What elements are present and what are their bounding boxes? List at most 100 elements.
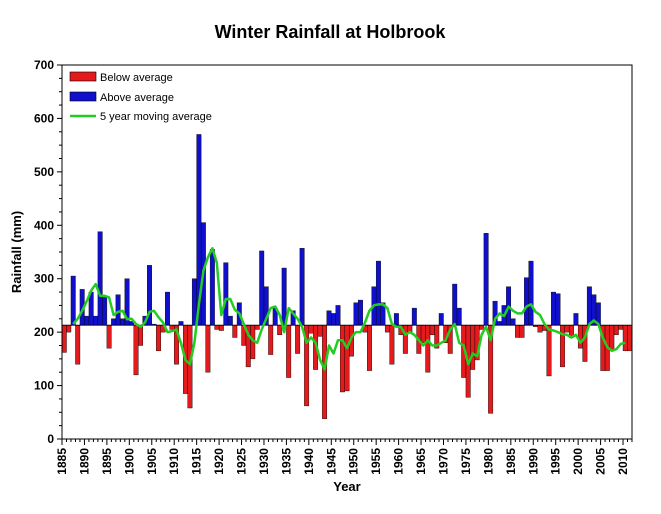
- bar-below-average: [340, 324, 345, 393]
- bar-below-average: [232, 324, 238, 338]
- bar-below-average: [470, 324, 476, 370]
- x-tick-label: 1980: [481, 448, 495, 475]
- bar-above-average: [528, 260, 534, 326]
- bar-above-average: [111, 318, 117, 326]
- x-tick-label: 2005: [594, 448, 608, 475]
- x-tick-label: 1965: [414, 448, 428, 475]
- chart-title: Winter Rainfall at Holbrook: [215, 22, 447, 42]
- bar-below-average: [277, 324, 283, 336]
- x-tick-label: 1955: [369, 448, 383, 475]
- bar-above-average: [483, 233, 489, 326]
- x-tick-label: 1915: [190, 448, 204, 475]
- bar-below-average: [106, 324, 112, 349]
- x-tick-label: 1975: [459, 448, 473, 475]
- x-tick-label: 1930: [257, 448, 271, 475]
- bar-below-average: [75, 324, 81, 365]
- x-tick-label: 2000: [571, 448, 585, 475]
- x-tick-label: 1995: [549, 448, 563, 475]
- bar-below-average: [317, 324, 323, 337]
- bar-above-average: [586, 286, 592, 326]
- bar-below-average: [577, 324, 583, 349]
- y-axis: 0 100 200 300 400 500 600 700: [34, 58, 62, 446]
- bar-above-average: [299, 248, 305, 326]
- bar-above-average: [551, 291, 556, 326]
- bar-below-average: [156, 324, 161, 352]
- bar-above-average: [209, 249, 215, 326]
- bar-below-average: [537, 324, 543, 333]
- x-tick-label: 1985: [504, 448, 518, 475]
- x-tick-label: 1885: [55, 448, 69, 475]
- bar-below-average: [344, 324, 350, 392]
- x-axis-label: Year: [333, 479, 360, 494]
- bar-above-average: [510, 318, 516, 326]
- x-tick-label: 1935: [279, 448, 293, 475]
- bar-below-average: [559, 324, 565, 368]
- legend-label-above: Above average: [100, 92, 174, 104]
- bar-below-average: [519, 324, 525, 338]
- y-tick-label: 600: [34, 111, 54, 125]
- y-tick-label: 300: [34, 272, 54, 286]
- x-tick-label: 1970: [436, 448, 450, 475]
- bar-below-average: [564, 324, 570, 333]
- plot-area: [61, 64, 633, 440]
- moving-average-line: [72, 247, 626, 371]
- y-tick-label: 100: [34, 379, 54, 393]
- bar-above-average: [452, 283, 458, 326]
- x-tick-label: 1920: [212, 448, 226, 475]
- bar-above-average: [456, 307, 462, 326]
- bar-above-average: [102, 297, 108, 326]
- bar-below-average: [429, 324, 435, 336]
- x-tick-label: 1950: [347, 448, 361, 475]
- bar-below-average: [322, 324, 328, 419]
- y-tick-label: 0: [47, 432, 54, 446]
- bar-below-average: [618, 324, 624, 330]
- legend-swatch-below: [69, 71, 97, 82]
- bar-below-average: [308, 324, 314, 334]
- rainfall-bars: [61, 134, 633, 419]
- bar-below-average: [609, 324, 615, 352]
- bar-above-average: [259, 250, 265, 326]
- y-tick-label: 500: [34, 165, 54, 179]
- bar-above-average: [497, 321, 503, 326]
- bar-below-average: [627, 324, 633, 352]
- bar-above-average: [411, 307, 417, 326]
- bar-below-average: [546, 324, 552, 377]
- legend-swatch-above: [69, 91, 97, 102]
- bar-below-average: [169, 324, 175, 330]
- legend-label-below: Below average: [100, 72, 173, 84]
- bar-above-average: [191, 278, 197, 326]
- bar-above-average: [353, 302, 359, 326]
- y-axis-label: Rainfall (mm): [9, 211, 24, 293]
- bar-below-average: [425, 324, 431, 373]
- x-tick-label: 1890: [77, 448, 91, 475]
- bar-above-average: [178, 321, 184, 326]
- x-tick-label: 1895: [100, 448, 114, 475]
- bar-below-average: [384, 324, 390, 333]
- x-tick-label: 1990: [526, 448, 540, 475]
- bar-below-average: [254, 324, 260, 330]
- bar-below-average: [515, 324, 520, 338]
- bar-above-average: [84, 315, 90, 326]
- bar-below-average: [133, 324, 139, 376]
- bar-below-average: [389, 324, 395, 365]
- bar-below-average: [613, 324, 619, 336]
- bar-above-average: [555, 293, 561, 326]
- bar-below-average: [214, 324, 220, 330]
- bar-above-average: [97, 231, 103, 326]
- bar-above-average: [331, 313, 336, 326]
- bar-below-average: [66, 324, 72, 333]
- bar-below-average: [218, 324, 224, 331]
- bar-below-average: [138, 324, 143, 346]
- bar-above-average: [223, 262, 229, 326]
- bar-below-average: [366, 324, 372, 371]
- bar-below-average: [479, 324, 485, 330]
- x-tick-label: 1960: [392, 448, 406, 475]
- bar-below-average: [622, 324, 628, 352]
- bar-below-average: [268, 324, 274, 355]
- bar-above-average: [120, 318, 126, 326]
- bar-above-average: [393, 313, 399, 326]
- bar-above-average: [281, 267, 287, 326]
- x-tick-label: 1945: [324, 448, 338, 475]
- bar-below-average: [295, 324, 301, 354]
